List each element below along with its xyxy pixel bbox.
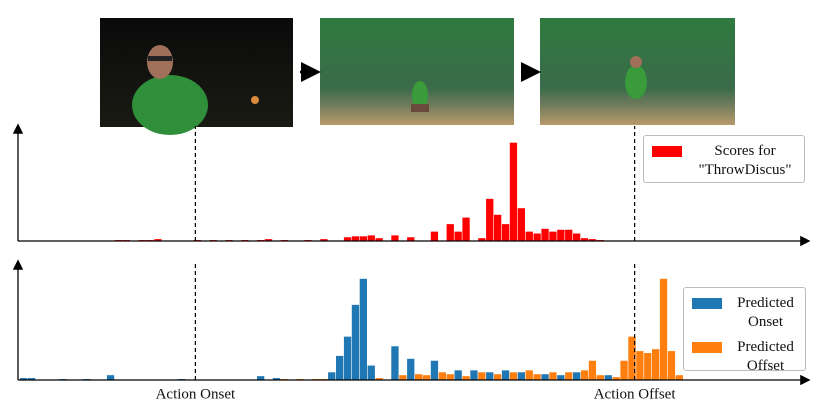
bar xyxy=(351,236,360,241)
bar xyxy=(596,375,604,380)
bar xyxy=(588,360,597,380)
bar xyxy=(533,374,541,380)
bar xyxy=(351,304,360,380)
bar xyxy=(517,208,525,241)
bar xyxy=(659,278,668,380)
bar xyxy=(675,375,683,380)
frame-2 xyxy=(320,18,514,125)
bar xyxy=(415,374,423,380)
bar xyxy=(628,336,636,380)
bar xyxy=(407,358,415,380)
bar xyxy=(446,374,454,380)
bar xyxy=(533,233,541,241)
bar xyxy=(336,355,344,380)
bar xyxy=(399,375,407,380)
bar xyxy=(573,233,581,241)
bar xyxy=(454,231,462,241)
bar xyxy=(320,239,328,241)
bar xyxy=(264,239,273,241)
legend-label: Scores for "ThrowDiscus" xyxy=(698,143,792,178)
bar xyxy=(462,217,470,241)
bar xyxy=(580,238,589,241)
legend-item: Predicted Offset xyxy=(692,338,795,376)
bar xyxy=(494,214,502,241)
legend-swatch xyxy=(652,146,682,157)
bar xyxy=(612,377,620,380)
bar xyxy=(454,370,462,380)
legend-item: Scores for "ThrowDiscus" xyxy=(652,142,794,180)
bar xyxy=(359,278,367,380)
bar xyxy=(620,360,628,380)
bar xyxy=(328,372,336,380)
bar xyxy=(573,372,581,380)
bar xyxy=(636,351,644,380)
bar xyxy=(438,372,446,380)
bar xyxy=(462,376,470,380)
bar xyxy=(367,235,375,241)
legend: Scores for "ThrowDiscus" xyxy=(643,135,805,183)
bar xyxy=(272,378,281,380)
bar xyxy=(541,228,549,241)
bar xyxy=(549,372,557,380)
bar xyxy=(375,378,383,380)
legend-swatch xyxy=(692,342,722,353)
legend-item: Predicted Onset xyxy=(692,294,795,332)
bar xyxy=(501,370,510,380)
frame-1 xyxy=(100,18,293,135)
bar xyxy=(557,375,565,380)
bar xyxy=(517,372,525,380)
bar xyxy=(391,346,399,380)
bar xyxy=(565,229,573,241)
frame-3 xyxy=(540,18,735,125)
bar xyxy=(478,238,486,241)
bar xyxy=(549,231,557,241)
legend: Predicted Onset Predicted Offset xyxy=(683,287,806,374)
legend-label: Predicted Offset xyxy=(737,339,794,374)
bar xyxy=(375,238,383,241)
bar xyxy=(20,378,28,380)
bar xyxy=(667,351,676,380)
bar xyxy=(486,372,494,380)
bar xyxy=(470,370,478,380)
bar xyxy=(106,375,115,380)
bar xyxy=(644,353,652,380)
bar xyxy=(494,374,502,380)
bar xyxy=(509,372,518,380)
bar xyxy=(27,378,36,380)
bar xyxy=(478,372,486,380)
bar xyxy=(565,372,573,380)
bar xyxy=(509,142,518,241)
bar xyxy=(486,198,494,241)
annotation-label: Action Offset xyxy=(594,386,677,402)
bar xyxy=(446,224,454,241)
bar xyxy=(652,349,660,380)
bar xyxy=(541,374,549,380)
bar xyxy=(557,229,565,241)
bar xyxy=(257,376,265,380)
bar xyxy=(391,235,399,241)
bar xyxy=(525,231,533,241)
bar xyxy=(604,375,612,380)
bar xyxy=(430,231,439,241)
bar xyxy=(367,365,375,380)
bar xyxy=(154,239,162,241)
bar xyxy=(525,370,533,380)
legend-label: Predicted Onset xyxy=(737,295,794,330)
bar xyxy=(407,237,415,241)
bar xyxy=(430,360,439,380)
bar xyxy=(359,236,367,241)
bar xyxy=(343,237,352,241)
bar xyxy=(588,239,597,241)
annotation-label: Action Onset xyxy=(156,386,236,402)
bar xyxy=(343,336,352,380)
bar xyxy=(580,370,589,380)
legend-swatch xyxy=(692,298,722,309)
bar xyxy=(501,224,510,241)
bar xyxy=(422,375,431,380)
